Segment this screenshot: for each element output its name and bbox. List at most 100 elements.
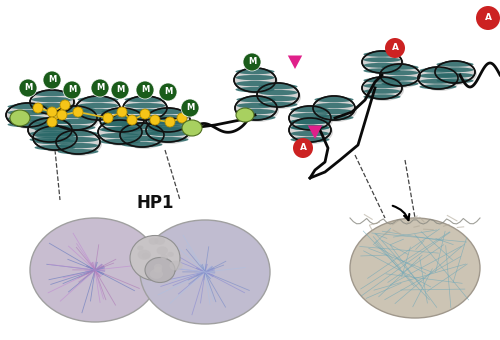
Ellipse shape xyxy=(56,130,100,154)
Ellipse shape xyxy=(148,131,188,136)
Ellipse shape xyxy=(167,252,174,257)
Circle shape xyxy=(293,138,313,158)
Ellipse shape xyxy=(258,84,298,89)
Ellipse shape xyxy=(362,51,402,73)
Circle shape xyxy=(243,53,261,71)
Ellipse shape xyxy=(146,118,190,142)
Ellipse shape xyxy=(10,110,30,126)
Ellipse shape xyxy=(102,110,146,134)
Ellipse shape xyxy=(30,125,70,130)
Ellipse shape xyxy=(364,83,401,88)
Circle shape xyxy=(385,38,405,58)
Ellipse shape xyxy=(58,131,98,136)
Ellipse shape xyxy=(364,94,401,99)
Ellipse shape xyxy=(148,110,192,134)
Ellipse shape xyxy=(32,92,76,116)
Ellipse shape xyxy=(148,115,188,120)
Text: M: M xyxy=(96,84,104,92)
Ellipse shape xyxy=(54,125,96,130)
Polygon shape xyxy=(288,55,302,69)
Ellipse shape xyxy=(382,70,418,75)
Ellipse shape xyxy=(140,220,270,324)
Ellipse shape xyxy=(290,125,330,130)
Circle shape xyxy=(57,110,67,120)
Ellipse shape xyxy=(124,103,166,108)
Ellipse shape xyxy=(258,90,298,95)
Circle shape xyxy=(47,107,57,117)
Ellipse shape xyxy=(58,149,98,154)
Ellipse shape xyxy=(418,67,458,89)
Ellipse shape xyxy=(289,118,331,142)
Ellipse shape xyxy=(154,237,165,245)
Ellipse shape xyxy=(258,96,298,101)
Ellipse shape xyxy=(30,119,70,124)
Ellipse shape xyxy=(34,139,76,144)
Ellipse shape xyxy=(30,120,74,144)
Circle shape xyxy=(60,100,70,110)
Text: M: M xyxy=(141,85,149,95)
Ellipse shape xyxy=(154,264,162,270)
Ellipse shape xyxy=(122,142,162,147)
Ellipse shape xyxy=(170,260,182,271)
Ellipse shape xyxy=(436,78,474,83)
Ellipse shape xyxy=(30,218,160,322)
Ellipse shape xyxy=(102,115,142,120)
Ellipse shape xyxy=(236,97,276,102)
Ellipse shape xyxy=(437,63,477,85)
Ellipse shape xyxy=(100,133,140,138)
Ellipse shape xyxy=(78,97,118,102)
Ellipse shape xyxy=(237,98,279,122)
Ellipse shape xyxy=(76,96,120,120)
Text: A: A xyxy=(392,44,398,52)
Ellipse shape xyxy=(154,267,162,273)
Ellipse shape xyxy=(148,120,192,144)
Circle shape xyxy=(33,103,43,113)
Ellipse shape xyxy=(364,52,401,57)
Ellipse shape xyxy=(32,109,72,114)
Ellipse shape xyxy=(290,119,330,124)
Ellipse shape xyxy=(435,61,475,83)
Circle shape xyxy=(177,113,187,123)
Ellipse shape xyxy=(290,125,330,130)
Ellipse shape xyxy=(100,108,144,132)
Ellipse shape xyxy=(102,109,142,114)
Ellipse shape xyxy=(313,96,355,120)
Ellipse shape xyxy=(54,107,96,112)
Ellipse shape xyxy=(148,125,188,130)
Ellipse shape xyxy=(32,91,72,96)
Ellipse shape xyxy=(290,119,330,124)
Ellipse shape xyxy=(146,108,190,132)
Circle shape xyxy=(73,107,83,117)
Ellipse shape xyxy=(382,65,418,70)
Ellipse shape xyxy=(30,90,74,114)
Ellipse shape xyxy=(125,98,169,122)
Ellipse shape xyxy=(420,84,457,89)
Ellipse shape xyxy=(236,87,275,92)
Ellipse shape xyxy=(148,127,188,132)
Circle shape xyxy=(91,79,109,97)
Ellipse shape xyxy=(436,62,474,67)
Ellipse shape xyxy=(100,139,140,144)
Ellipse shape xyxy=(315,98,357,122)
Ellipse shape xyxy=(236,81,275,86)
Ellipse shape xyxy=(100,127,140,132)
Circle shape xyxy=(165,117,175,127)
Ellipse shape xyxy=(364,89,401,94)
Ellipse shape xyxy=(314,103,354,108)
Text: A: A xyxy=(484,14,492,22)
Ellipse shape xyxy=(58,137,98,142)
Polygon shape xyxy=(308,125,322,139)
Circle shape xyxy=(159,83,177,101)
Ellipse shape xyxy=(364,63,401,68)
Ellipse shape xyxy=(148,238,158,245)
Ellipse shape xyxy=(148,119,188,124)
Ellipse shape xyxy=(364,79,404,101)
Ellipse shape xyxy=(8,116,48,121)
Ellipse shape xyxy=(236,103,276,108)
Ellipse shape xyxy=(259,85,301,109)
Ellipse shape xyxy=(236,115,276,120)
Ellipse shape xyxy=(420,68,457,73)
Ellipse shape xyxy=(364,53,404,75)
Ellipse shape xyxy=(78,103,118,108)
Ellipse shape xyxy=(8,104,48,109)
